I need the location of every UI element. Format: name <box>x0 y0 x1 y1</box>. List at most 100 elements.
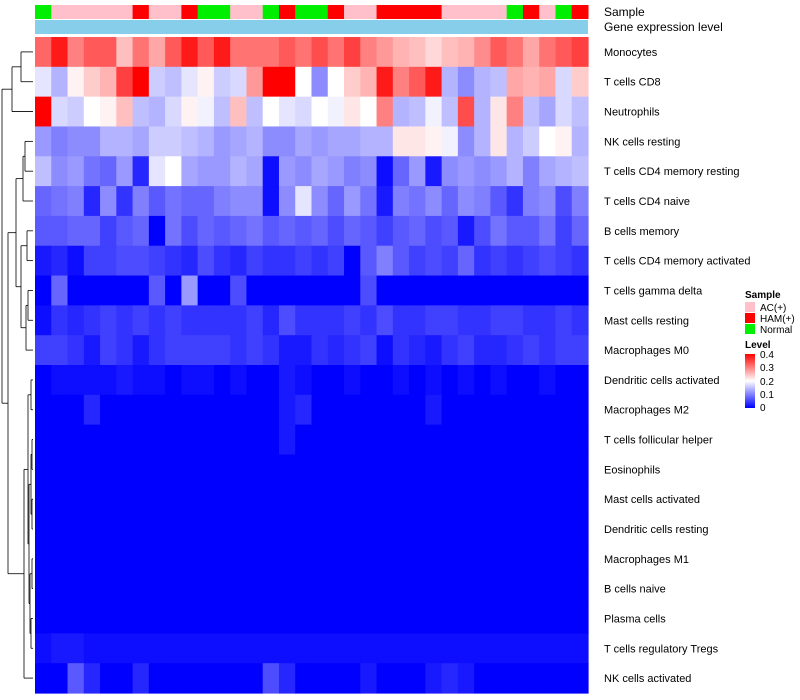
heatmap-cell <box>555 96 573 128</box>
heatmap-cell <box>474 365 492 396</box>
heatmap-cell <box>67 275 85 306</box>
heatmap-cell <box>148 305 166 336</box>
heatmap-cell <box>409 275 426 306</box>
heatmap-cell <box>506 454 524 485</box>
heatmap-cell <box>148 245 166 277</box>
heatmap-cell <box>392 335 410 366</box>
heatmap-cell <box>425 543 443 575</box>
heatmap-cell <box>344 156 361 187</box>
heatmap-cell <box>409 663 426 694</box>
heatmap-cell <box>262 394 280 426</box>
heatmap-cell <box>506 394 524 426</box>
heatmap-cell <box>539 305 557 336</box>
heatmap-cell <box>457 365 475 396</box>
heatmap-cell <box>116 573 134 605</box>
level-tick-0.2: 0.2 <box>760 377 774 388</box>
heatmap-cell <box>360 245 378 277</box>
heatmap-cell <box>425 96 443 128</box>
heatmap-cell <box>571 484 589 515</box>
heatmap-cell <box>490 126 508 157</box>
heatmap-cell <box>181 96 199 128</box>
heatmap-cell <box>474 126 492 157</box>
heatmap-cell <box>539 543 557 575</box>
heatmap-cell <box>100 275 117 306</box>
heatmap-cell <box>230 514 248 545</box>
heatmap-cell <box>83 424 101 456</box>
heatmap-cell <box>262 543 280 575</box>
heatmap-cell <box>197 335 215 366</box>
heatmap-cell <box>327 514 345 545</box>
heatmap-cell <box>522 156 540 187</box>
legend-swatch-normal <box>745 324 755 334</box>
heatmap-cell <box>409 484 426 515</box>
heatmap-cell <box>457 603 475 634</box>
heatmap-cell <box>262 335 280 366</box>
heatmap-cell <box>555 424 573 456</box>
heatmap-cell <box>213 573 231 605</box>
heatmap-cell <box>490 365 508 396</box>
heatmap-cell <box>490 573 508 605</box>
heatmap-cell <box>409 424 426 456</box>
heatmap-cell <box>148 573 166 605</box>
legend-label-normal: Normal <box>760 325 792 336</box>
row-label: Macrophages M0 <box>604 345 689 357</box>
heatmap-cell <box>148 663 166 694</box>
heatmap-cell <box>539 603 557 634</box>
heatmap-cell <box>51 305 69 336</box>
heatmap-cell <box>295 335 313 366</box>
heatmap-cell <box>441 245 459 277</box>
heatmap-cell <box>490 543 508 575</box>
heatmap-cell <box>35 126 52 157</box>
heatmap-cell <box>262 66 280 98</box>
heatmap-cell <box>181 305 199 336</box>
heatmap-cell <box>148 37 166 68</box>
heatmap-cell <box>67 484 85 515</box>
heatmap-cell <box>35 96 52 128</box>
heatmap-cell <box>571 215 589 247</box>
heatmap-cell <box>67 335 85 366</box>
gene-expression-bar <box>35 20 588 34</box>
heatmap-cell <box>181 215 199 247</box>
heatmap-cell <box>311 543 329 575</box>
sample-annotation-cell <box>376 5 394 19</box>
heatmap-cell <box>555 37 573 68</box>
heatmap-cell <box>100 603 117 634</box>
heatmap-cell <box>181 603 199 634</box>
heatmap-cell <box>522 603 540 634</box>
heatmap-cell <box>571 335 589 366</box>
heatmap-cell <box>278 365 296 396</box>
heatmap-cell <box>213 663 231 694</box>
heatmap-cell <box>425 514 443 545</box>
heatmap-cell <box>116 365 134 396</box>
heatmap-cell <box>165 335 182 366</box>
heatmap-cell <box>246 484 264 515</box>
heatmap-cell <box>441 96 459 128</box>
heatmap-cell <box>392 275 410 306</box>
heatmap-cell <box>35 156 52 187</box>
row-label: T cells CD4 memory resting <box>604 166 740 178</box>
heatmap-cell <box>100 215 117 247</box>
heatmap-cell <box>344 66 361 98</box>
heatmap-cell <box>278 215 296 247</box>
row-label: Mast cells activated <box>604 494 700 506</box>
heatmap-cell <box>83 275 101 306</box>
heatmap-cell <box>457 37 475 68</box>
heatmap-cell <box>148 484 166 515</box>
heatmap-cell <box>181 156 199 187</box>
heatmap-cell <box>246 514 264 545</box>
heatmap-cell <box>457 394 475 426</box>
heatmap-cell <box>100 543 117 575</box>
heatmap-cell <box>148 66 166 98</box>
row-label: Macrophages M1 <box>604 554 689 566</box>
heatmap-cell <box>295 543 313 575</box>
heatmap-cell <box>197 663 215 694</box>
heatmap-cell <box>181 543 199 575</box>
heatmap-cell <box>165 126 182 157</box>
heatmap-cell <box>555 543 573 575</box>
heatmap-cell <box>425 424 443 456</box>
heatmap-cell <box>392 215 410 247</box>
heatmap-cell <box>392 424 410 456</box>
heatmap-cell <box>571 245 589 277</box>
heatmap-cell <box>506 66 524 98</box>
heatmap-cell <box>116 484 134 515</box>
